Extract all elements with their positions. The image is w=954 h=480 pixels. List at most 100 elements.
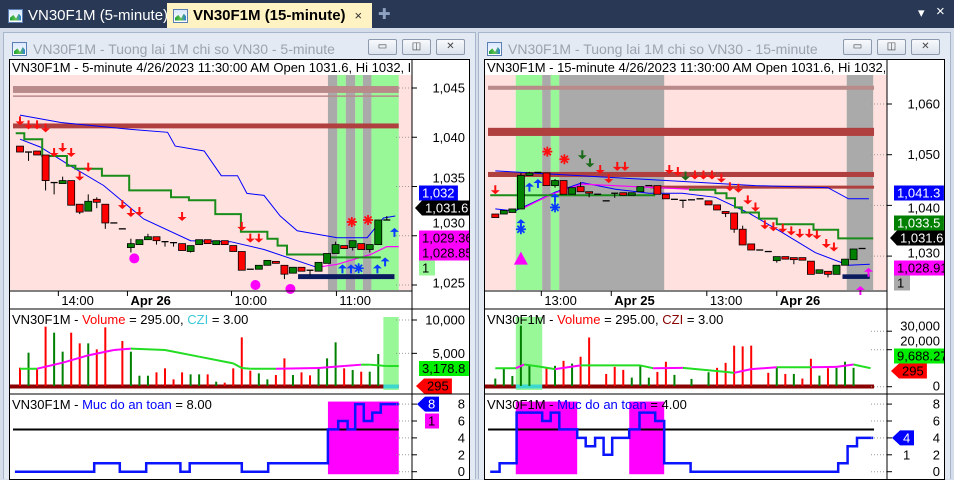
candle xyxy=(255,265,262,269)
candle xyxy=(341,246,348,249)
close-button[interactable]: ✕ xyxy=(436,39,465,55)
safety-header-part: = 8.00 xyxy=(172,397,212,412)
price-value-label: 1 xyxy=(897,276,904,291)
minimize-button[interactable]: ▭ xyxy=(368,39,397,55)
candle xyxy=(315,262,322,271)
minimize-button[interactable]: ▭ xyxy=(843,39,872,55)
restore-button[interactable]: ◫ xyxy=(402,39,431,55)
price-axis-label: 1,040 xyxy=(907,201,940,216)
price-panel[interactable]: VN30F1M - 5-minute 4/26/2023 11:30:00 AM… xyxy=(9,60,422,294)
candle xyxy=(543,173,550,186)
window-title: VN30F1M - Tuong lai 1M chi so VN30 - 5-m… xyxy=(12,41,335,57)
tab-label: VN30F1M (15-minute) xyxy=(193,7,346,24)
volume-axis-label: 10,000 xyxy=(425,313,465,328)
add-tab-icon[interactable]: ✚ xyxy=(378,5,391,23)
candle xyxy=(654,186,661,195)
volume-average-line xyxy=(37,363,63,369)
volume-average-line xyxy=(199,357,233,364)
candle xyxy=(221,241,228,245)
chart-icon xyxy=(8,9,23,23)
safety-value-label: 1 xyxy=(903,447,910,462)
volume-header-part: CZI xyxy=(662,312,683,327)
safety-value-label: 8 xyxy=(428,397,435,412)
candle xyxy=(731,213,738,229)
candle xyxy=(500,210,507,214)
volume-header-part: VN30F1M - xyxy=(12,312,82,327)
candle xyxy=(68,181,75,206)
candle xyxy=(807,261,814,274)
price-value-label: 1,029.36 xyxy=(422,231,470,246)
tab-close-icon[interactable]: × xyxy=(355,8,363,23)
candle xyxy=(102,204,109,223)
candle xyxy=(204,240,211,244)
volume-axis-label: 30,000 xyxy=(900,319,940,334)
candle xyxy=(179,244,186,251)
safety-header-part: = 4.00 xyxy=(647,397,687,412)
red-asterisk-icon xyxy=(559,154,569,164)
tab-list-dropdown-icon[interactable]: ▾ xyxy=(918,5,925,21)
price-header-text: VN30F1M - 5-minute 4/26/2023 11:30:00 AM… xyxy=(12,60,422,75)
volume-panel[interactable]: VN30F1M - Volume = 295.00, CZI = 3.00 xyxy=(9,312,399,390)
price-axis-label: 1,050 xyxy=(907,147,940,162)
tab-15-minute[interactable]: VN30F1M (15-minute) × xyxy=(167,3,372,28)
candle xyxy=(366,245,373,250)
volume-average-line xyxy=(751,367,777,369)
resistance-band xyxy=(488,86,874,90)
chart-area[interactable]: VN30F1M - 15-minute 4/26/2023 11:30:00 A… xyxy=(484,59,945,480)
price-axis-label: 1,040 xyxy=(432,130,465,145)
volume-average-line xyxy=(370,365,387,366)
volume-header-part: VN30F1M - xyxy=(487,312,557,327)
volume-header-part: = 295.00, xyxy=(600,312,662,327)
session-zone xyxy=(346,60,355,290)
volume-average-line xyxy=(726,372,735,373)
volume-axis-label: 20,000 xyxy=(900,334,940,349)
volume-average-line xyxy=(555,365,581,369)
chart-window-5-minute: VN30F1M - Tuong lai 1M chi so VN30 - 5-m… xyxy=(3,32,476,479)
tab-5-minute[interactable]: VN30F1M (5-minute) xyxy=(2,3,165,28)
candle xyxy=(153,237,160,241)
volume-average-line xyxy=(131,349,165,350)
volume-header-part: Volume xyxy=(557,312,600,327)
candle xyxy=(833,265,840,274)
safety-value-label: 1 xyxy=(428,414,435,429)
resistance-band xyxy=(13,123,399,128)
volume-header-part: = 295.00, xyxy=(125,312,187,327)
safety-panel[interactable]: VN30F1M - Muc do an toan = 4.00 xyxy=(487,397,874,474)
chart-svg[interactable]: VN30F1M - 5-minute 4/26/2023 11:30:00 AM… xyxy=(9,59,470,480)
volume-average-line xyxy=(683,368,726,372)
candle xyxy=(773,257,780,261)
candle xyxy=(850,249,857,260)
safety-header-text: VN30F1M - Muc do an toan = 4.00 xyxy=(487,397,687,412)
time-axis-label: 14:00 xyxy=(61,293,94,308)
candle xyxy=(42,155,49,181)
candle xyxy=(59,181,66,184)
restore-button[interactable]: ◫ xyxy=(877,39,906,55)
candle xyxy=(230,246,237,252)
close-button[interactable]: ✕ xyxy=(911,39,940,55)
volume-value-label: 295 xyxy=(427,379,449,394)
window-title-text: VN30F1M - Tuong lai 1M chi so VN30 - 15-… xyxy=(508,41,818,57)
volume-panel[interactable]: VN30F1M - Volume = 295.00, CZI = 3.00 xyxy=(484,312,874,390)
volume-value-label: 3,178.8 xyxy=(422,361,465,376)
chart-area[interactable]: VN30F1M - 5-minute 4/26/2023 11:30:00 AM… xyxy=(9,59,470,480)
safety-axis-label: 8 xyxy=(933,397,940,412)
candle xyxy=(264,260,271,265)
volume-header-part: Volume xyxy=(82,312,125,327)
safety-axis-label: 2 xyxy=(933,447,940,462)
close-document-icon[interactable]: × xyxy=(936,3,945,20)
safety-axis-label: 4 xyxy=(933,430,940,445)
price-value-label: 1,028.85 xyxy=(422,246,470,261)
price-panel[interactable]: VN30F1M - 15-minute 4/26/2023 11:30:00 A… xyxy=(484,60,904,295)
candle xyxy=(17,146,24,152)
resistance-band xyxy=(13,95,399,97)
chart-svg[interactable]: VN30F1M - 15-minute 4/26/2023 11:30:00 A… xyxy=(484,59,945,480)
safety-header-part: VN30F1M - xyxy=(487,397,557,412)
signal-dot-icon xyxy=(285,284,295,294)
safety-axis-label: 0 xyxy=(933,464,940,479)
candle xyxy=(238,252,245,271)
candle xyxy=(714,205,721,210)
session-zone xyxy=(337,60,346,290)
candle xyxy=(620,193,627,196)
safety-panel[interactable]: VN30F1M - Muc do an toan = 8.00 xyxy=(12,397,399,474)
price-axis-label: 1,030 xyxy=(432,216,465,231)
